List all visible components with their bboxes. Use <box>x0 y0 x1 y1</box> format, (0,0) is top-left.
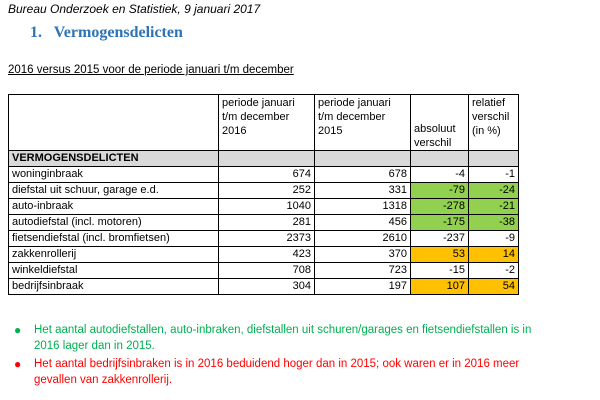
note-item: ● Het aantal bedrijfsinbraken is in 2016 … <box>14 356 554 388</box>
section-row-cell <box>410 150 469 167</box>
table-row: bedrijfsinbraak 304 197 107 54 <box>8 278 519 295</box>
cell-2016: 304 <box>218 278 315 295</box>
notes-list: ● Het aantal autodiefstallen, auto-inbrak… <box>14 322 554 390</box>
note-text: Het aantal autodiefstallen, auto-inbrake… <box>34 324 532 352</box>
bullet-icon: ● <box>14 323 22 337</box>
row-label: fietsendiefstal (incl. bromfietsen) <box>8 230 219 247</box>
bullet-icon: ● <box>14 357 22 371</box>
cell-relative-diff: -24 <box>468 182 519 199</box>
cell-2015: 456 <box>314 214 411 231</box>
cell-absolute-diff: 107 <box>410 278 469 295</box>
cell-absolute-diff: -15 <box>410 262 469 279</box>
cell-relative-diff: -9 <box>468 230 519 247</box>
table-row: woninginbraak 674 678 -4 -1 <box>8 166 519 183</box>
row-label: bedrijfsinbraak <box>8 278 219 295</box>
statistics-table: periode januari t/m december 2016 period… <box>8 94 519 295</box>
cell-2015: 197 <box>314 278 411 295</box>
cell-absolute-diff: -4 <box>410 166 469 183</box>
section-row-cell <box>218 150 315 167</box>
row-label: zakkenrollerij <box>8 246 219 263</box>
cell-2016: 1040 <box>218 198 315 215</box>
cell-relative-diff: -2 <box>468 262 519 279</box>
row-label: woninginbraak <box>8 166 219 183</box>
cell-2015: 370 <box>314 246 411 263</box>
column-header-2015: periode januari t/m december 2015 <box>314 94 411 151</box>
cell-absolute-diff: -237 <box>410 230 469 247</box>
row-label: diefstal uit schuur, garage e.d. <box>8 182 219 199</box>
cell-2015: 723 <box>314 262 411 279</box>
row-label: auto-inbraak <box>8 198 219 215</box>
cell-2016: 674 <box>218 166 315 183</box>
cell-2016: 2373 <box>218 230 315 247</box>
section-row: VERMOGENSDELICTEN <box>8 150 519 167</box>
cell-relative-diff: -21 <box>468 198 519 215</box>
table-subtitle: 2016 versus 2015 voor de periode januari… <box>8 64 294 76</box>
row-label: winkeldiefstal <box>8 262 219 279</box>
cell-absolute-diff: -175 <box>410 214 469 231</box>
table-row: zakkenrollerij 423 370 53 14 <box>8 246 519 263</box>
table-row: auto-inbraak 1040 1318 -278 -21 <box>8 198 519 215</box>
cell-relative-diff: -1 <box>468 166 519 183</box>
table-header-row: periode januari t/m december 2016 period… <box>8 94 519 151</box>
report-header: Bureau Onderzoek en Statistiek, 9 januar… <box>8 2 261 16</box>
cell-2015: 331 <box>314 182 411 199</box>
section-row-cell <box>468 150 519 167</box>
table-row: autodiefstal (incl. motoren) 281 456 -175 -3… <box>8 214 519 231</box>
section-row-label: VERMOGENSDELICTEN <box>8 150 219 167</box>
row-label: autodiefstal (incl. motoren) <box>8 214 219 231</box>
cell-2016: 708 <box>218 262 315 279</box>
note-text: Het aantal bedrijfsinbraken is in 2016 b… <box>34 358 520 386</box>
cell-relative-diff: 14 <box>468 246 519 263</box>
section-title: 1. Vermogensdelicten <box>30 24 183 42</box>
cell-relative-diff: 54 <box>468 278 519 295</box>
cell-2015: 678 <box>314 166 411 183</box>
note-item: ● Het aantal autodiefstallen, auto-inbrak… <box>14 322 554 354</box>
table-row: winkeldiefstal 708 723 -15 -2 <box>8 262 519 279</box>
cell-relative-diff: -38 <box>468 214 519 231</box>
cell-2016: 423 <box>218 246 315 263</box>
cell-2015: 2610 <box>314 230 411 247</box>
column-header-2016: periode januari t/m december 2016 <box>218 94 315 151</box>
column-header-relative: relatief verschil (in %) <box>468 94 519 151</box>
section-title-text: Vermogensdelicten <box>53 24 183 41</box>
column-header-label <box>8 94 219 151</box>
section-row-cell <box>314 150 411 167</box>
table-row: fietsendiefstal (incl. bromfietsen) 2373 2… <box>8 230 519 247</box>
column-header-absolute: absoluut verschil <box>410 94 469 151</box>
section-number: 1. <box>30 24 42 41</box>
cell-absolute-diff: -278 <box>410 198 469 215</box>
cell-2015: 1318 <box>314 198 411 215</box>
cell-2016: 281 <box>218 214 315 231</box>
cell-2016: 252 <box>218 182 315 199</box>
cell-absolute-diff: 53 <box>410 246 469 263</box>
table-row: diefstal uit schuur, garage e.d. 252 331 -7… <box>8 182 519 199</box>
cell-absolute-diff: -79 <box>410 182 469 199</box>
